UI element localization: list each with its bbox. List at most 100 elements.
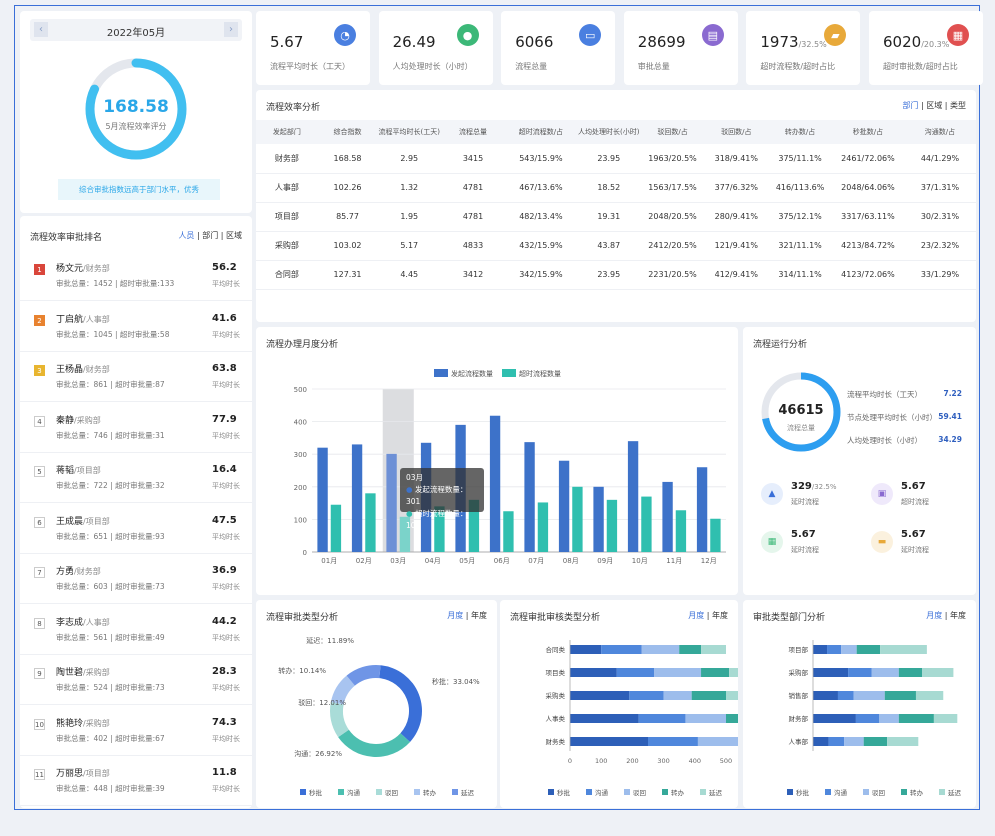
table-row[interactable]: 合同部 127.31 4.45 3412 342/15.9% 23.95 2231/20.5… (256, 260, 976, 290)
table-row[interactable]: 采购部 103.02 5.17 4833 432/15.9% 43.87 2412/20.5… (256, 231, 976, 261)
stacked-bar-segment[interactable] (844, 737, 864, 746)
stacked-bar-segment[interactable] (871, 668, 899, 677)
stacked-bar-segment[interactable] (701, 668, 730, 677)
filter-yearly[interactable]: 年度 (950, 611, 966, 620)
stacked-bar-segment[interactable] (679, 645, 702, 654)
stacked-bar-segment[interactable] (863, 737, 888, 746)
ranking-item[interactable]: 4 秦静/采购部 审批总量：746 | 超时审批量:31 77.9 平均时长 (20, 403, 252, 453)
stacked-bar-segment[interactable] (887, 737, 919, 746)
bar[interactable] (696, 467, 708, 552)
stacked-bar-segment[interactable] (654, 668, 702, 677)
stacked-bar-segment[interactable] (638, 714, 686, 723)
stacked-bar-segment[interactable] (813, 668, 849, 677)
stacked-bar-segment[interactable] (685, 714, 726, 723)
next-month-button[interactable]: › (224, 22, 238, 37)
stacked-bar-segment[interactable] (933, 714, 958, 723)
bar[interactable] (558, 460, 570, 552)
stacked-bar-segment[interactable] (691, 691, 726, 700)
ranking-item[interactable]: 11 万丽思/项目部 审批总量：448 | 超时审批量:39 11.8 平均时长 (20, 756, 252, 806)
bar[interactable] (641, 496, 652, 552)
bar[interactable] (365, 493, 376, 552)
stacked-bar-segment[interactable] (601, 645, 642, 654)
filter-monthly[interactable]: 月度 (926, 611, 943, 620)
bar[interactable] (330, 504, 342, 552)
filter-monthly[interactable]: 月度 (688, 611, 705, 620)
pie-slice[interactable] (330, 701, 349, 738)
stacked-bar-segment[interactable] (648, 737, 698, 746)
stacked-bar-segment[interactable] (729, 668, 738, 677)
filter-person[interactable]: 人员 (178, 231, 195, 240)
bar[interactable] (434, 506, 445, 552)
stacked-bar-segment[interactable] (813, 645, 828, 654)
filter-dept[interactable]: 部门 (202, 231, 219, 240)
bar[interactable] (710, 518, 721, 552)
stacked-bar-segment[interactable] (922, 668, 954, 677)
stacked-bar-segment[interactable] (880, 645, 927, 654)
stacked-bar-segment[interactable] (853, 691, 885, 700)
bar[interactable] (662, 481, 673, 552)
stacked-bar-segment[interactable] (848, 668, 872, 677)
bar[interactable] (572, 486, 583, 552)
ranking-item[interactable]: 2 丁启航/人事部 审批总量：1045 | 超时审批量:58 41.6 平均时长 (20, 302, 252, 352)
pie-slice[interactable] (379, 665, 422, 742)
bar[interactable] (537, 502, 549, 552)
bar[interactable] (524, 442, 535, 552)
stacked-bar-segment[interactable] (629, 691, 664, 700)
filter-monthly[interactable]: 月度 (447, 611, 464, 620)
bar[interactable] (606, 499, 618, 552)
stacked-bar-segment[interactable] (841, 645, 857, 654)
stacked-bar-segment[interactable] (570, 668, 617, 677)
pie-slice[interactable] (346, 665, 381, 686)
table-row[interactable]: 项目部 85.77 1.95 4781 482/13.4% 19.31 2048/20.5%… (256, 202, 976, 232)
stacked-bar-segment[interactable] (855, 714, 880, 723)
bar[interactable] (503, 511, 514, 552)
ranking-item[interactable]: 10 熊艳玲/采购部 审批总量：402 | 超时审批量:67 74.3 平均时长 (20, 706, 252, 756)
filter-dept[interactable]: 部门 (902, 101, 919, 110)
stacked-bar-segment[interactable] (641, 645, 680, 654)
bar[interactable] (489, 415, 501, 552)
stacked-bar-segment[interactable] (915, 691, 944, 700)
stacked-bar-segment[interactable] (813, 737, 829, 746)
bar[interactable] (351, 444, 363, 552)
ranking-item[interactable]: 6 王成晨/项目部 审批总量：651 | 超时审批量:93 47.5 平均时长 (20, 504, 252, 554)
filter-type[interactable]: 类型 (950, 101, 966, 110)
stacked-bar-segment[interactable] (828, 737, 845, 746)
stacked-bar-segment[interactable] (879, 714, 899, 723)
ranking-item[interactable]: 7 方勇/财务部 审批总量：603 | 超时审批量:73 36.9 平均时长 (20, 554, 252, 604)
stacked-bar-segment[interactable] (898, 714, 934, 723)
stacked-bar-segment[interactable] (616, 668, 655, 677)
filter-region[interactable]: 区域 (926, 101, 943, 110)
bar[interactable] (399, 516, 411, 552)
bar[interactable] (386, 453, 397, 552)
stacked-bar-segment[interactable] (701, 645, 726, 654)
bar[interactable] (627, 441, 639, 552)
stacked-bar-segment[interactable] (570, 737, 648, 746)
prev-month-button[interactable]: ‹ (34, 22, 48, 37)
filter-yearly[interactable]: 年度 (712, 611, 728, 620)
stacked-bar-segment[interactable] (570, 714, 639, 723)
stacked-bar-segment[interactable] (726, 691, 738, 700)
stacked-bar-segment[interactable] (898, 668, 923, 677)
ranking-item[interactable]: 3 王杨晶/财务部 审批总量：861 | 超时审批量:87 63.8 平均时长 (20, 352, 252, 402)
stacked-bar-segment[interactable] (813, 714, 856, 723)
bar[interactable] (675, 510, 687, 552)
stacked-bar-segment[interactable] (570, 691, 630, 700)
ranking-item[interactable]: 5 蒋韬/项目部 审批总量：722 | 超时审批量:32 16.4 平均时长 (20, 453, 252, 503)
bar[interactable] (468, 499, 480, 552)
stacked-bar-segment[interactable] (663, 691, 692, 700)
stacked-bar-segment[interactable] (813, 691, 838, 700)
bar[interactable] (593, 486, 604, 552)
bar[interactable] (317, 447, 328, 552)
table-row[interactable]: 财务部 168.58 2.95 3415 543/15.9% 23.95 1963/20.5… (256, 144, 976, 174)
pie-slice[interactable] (330, 675, 355, 705)
stacked-bar-segment[interactable] (837, 691, 854, 700)
filter-region[interactable]: 区域 (226, 231, 242, 240)
stacked-bar-segment[interactable] (827, 645, 842, 654)
pie-slice[interactable] (338, 729, 411, 757)
stacked-bar-segment[interactable] (884, 691, 916, 700)
filter-yearly[interactable]: 年度 (471, 611, 487, 620)
stacked-bar-segment[interactable] (570, 645, 602, 654)
stacked-bar-segment[interactable] (856, 645, 881, 654)
table-row[interactable]: 人事部 102.26 1.32 4781 467/13.6% 18.52 1563/17.5… (256, 173, 976, 203)
ranking-item[interactable]: 8 李志成/人事部 审批总量：561 | 超时审批量:49 44.2 平均时长 (20, 605, 252, 655)
